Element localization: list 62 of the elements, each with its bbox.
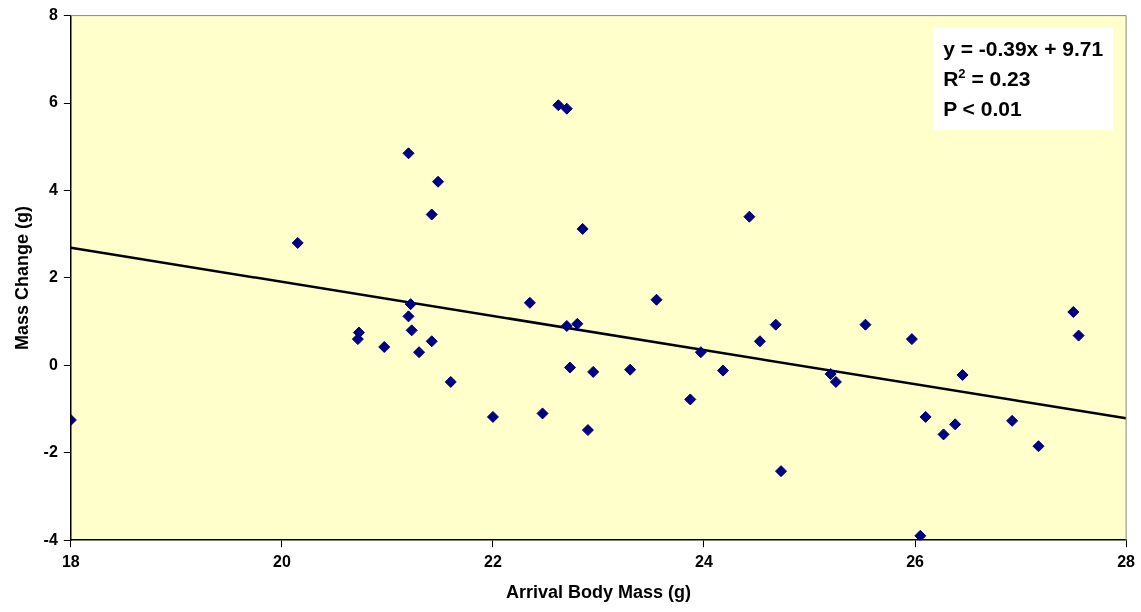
- y-tick-label: 8: [48, 6, 58, 24]
- point: [560, 102, 573, 115]
- point: [905, 333, 918, 346]
- point: [829, 375, 842, 388]
- point: [560, 319, 573, 332]
- y-axis-title: Mass Change (g): [11, 205, 32, 350]
- point: [402, 310, 415, 323]
- x-tick-label: 18: [61, 553, 80, 571]
- point: [587, 365, 600, 378]
- point: [859, 318, 872, 331]
- point: [432, 175, 445, 188]
- y-tick-label: -2: [43, 443, 58, 461]
- point: [378, 340, 391, 353]
- point: [956, 368, 969, 381]
- point: [694, 346, 707, 359]
- y-tick-label: 2: [48, 268, 58, 286]
- x-tick-label: 20: [272, 553, 291, 571]
- point: [769, 318, 782, 331]
- point: [775, 465, 788, 478]
- x-tick-label: 28: [1117, 553, 1136, 571]
- point: [413, 346, 426, 359]
- point: [444, 375, 457, 388]
- y-tick-label: 4: [48, 180, 58, 198]
- point: [425, 335, 438, 348]
- point: [402, 147, 415, 160]
- point: [624, 363, 637, 376]
- point: [425, 208, 438, 221]
- point: [1006, 414, 1019, 427]
- x-tick-label: 22: [484, 553, 502, 571]
- y-tick-label: -4: [43, 530, 58, 548]
- point: [563, 361, 576, 374]
- annotation: P < 0.01: [943, 95, 1023, 122]
- point: [576, 222, 589, 235]
- annotation: y = -0.39x + 9.71: [943, 35, 1104, 62]
- point: [1032, 440, 1045, 453]
- point: [523, 296, 536, 309]
- point: [743, 210, 756, 223]
- point: [684, 393, 697, 406]
- point: [753, 335, 766, 348]
- point: [405, 324, 418, 337]
- point: [404, 298, 417, 311]
- y-tick-label: 0: [48, 355, 58, 373]
- annotation: R$^{2}$ = 0.23: [943, 64, 1032, 92]
- point: [571, 317, 584, 330]
- y-tick-label: 6: [48, 93, 58, 111]
- point: [716, 364, 729, 377]
- point: [949, 418, 962, 431]
- point: [650, 293, 663, 306]
- point: [919, 410, 932, 423]
- point: [581, 424, 594, 437]
- x-tick-label: 24: [695, 553, 713, 571]
- point: [536, 407, 549, 420]
- point: [937, 428, 950, 441]
- point: [291, 236, 304, 249]
- point: [1072, 329, 1085, 342]
- point: [824, 368, 837, 381]
- x-tick-label: 26: [906, 553, 925, 571]
- point: [552, 99, 565, 112]
- point: [1067, 306, 1080, 318]
- x-axis-title: Arrival Body Mass (g): [505, 582, 691, 603]
- point: [914, 529, 927, 541]
- point: [486, 410, 499, 423]
